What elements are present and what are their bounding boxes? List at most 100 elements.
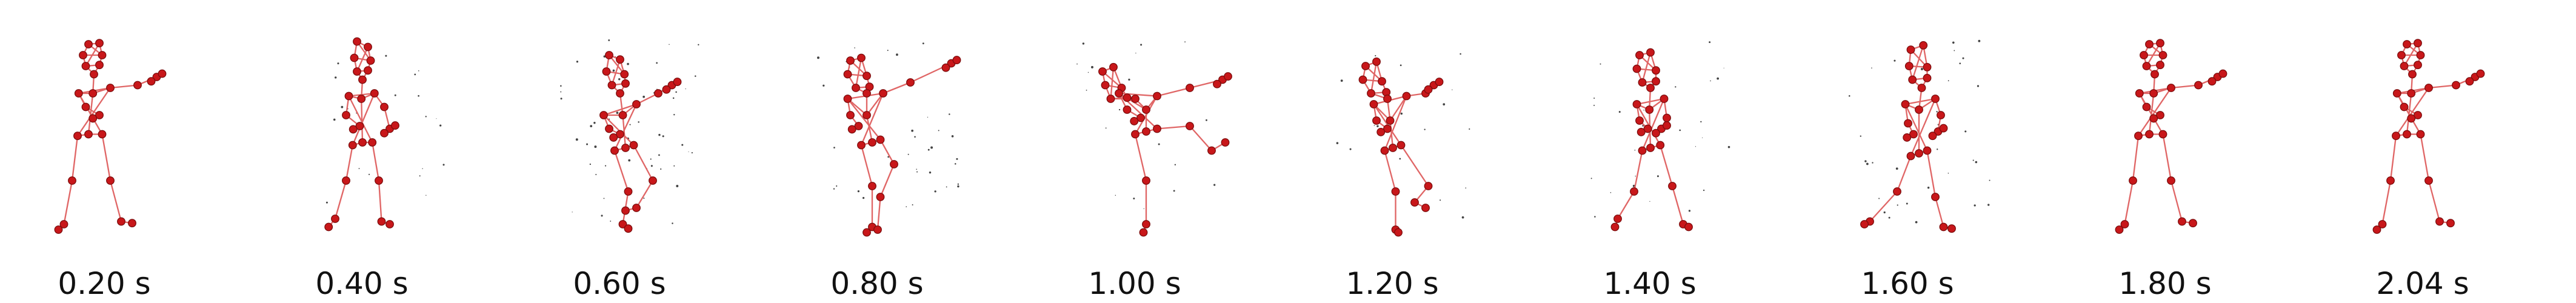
noise-speck	[1593, 98, 1595, 99]
joint-lsh	[843, 95, 852, 103]
noise-speck	[616, 112, 619, 115]
joint-head-5	[1923, 73, 1932, 82]
joint-head-1	[364, 42, 372, 52]
noise-speck	[656, 62, 658, 64]
joint-rft	[385, 220, 394, 228]
joint-head-1	[1646, 48, 1655, 57]
joint-lkn	[342, 176, 350, 185]
bone-rsh-rel	[109, 84, 139, 89]
joint-lan	[331, 215, 339, 223]
joint-head-2	[843, 70, 852, 79]
bone-rhip-rkn	[879, 139, 895, 165]
joint-head-2	[1101, 81, 1110, 90]
bone-chest-rsh	[866, 92, 884, 116]
joint-head-2	[350, 53, 359, 62]
frame-4	[817, 42, 961, 237]
joint-head-3	[1652, 66, 1660, 75]
joint-ran	[1207, 146, 1216, 155]
noise-speck	[1184, 41, 1186, 43]
noise-speck	[660, 168, 662, 170]
head-link	[1641, 52, 1652, 84]
joint-hand-0	[2149, 114, 2158, 123]
noise-speck	[325, 201, 328, 204]
head-link	[2146, 42, 2161, 67]
noise-speck	[1895, 167, 1898, 170]
noise-speck	[957, 183, 959, 185]
joint-hip	[1389, 144, 1397, 152]
joint-neck	[90, 70, 98, 79]
joint-neck	[1383, 95, 1392, 103]
joint-hand-2	[2465, 77, 2474, 86]
noise-speck	[590, 125, 593, 127]
noise-speck	[1866, 162, 1869, 165]
noise-speck	[1915, 221, 1918, 224]
joint-lwr	[1643, 124, 1652, 133]
joint-hand-0	[847, 125, 856, 134]
noise-speck	[642, 95, 646, 98]
noise-speck	[1978, 39, 1981, 42]
joint-head-2	[2140, 51, 2148, 59]
joint-head-5	[364, 66, 372, 75]
noise-speck	[414, 73, 416, 76]
noise-speck	[337, 62, 339, 65]
joint-head-5	[2414, 61, 2422, 70]
joint-lwr	[1383, 124, 1392, 133]
joint-head-0	[1635, 51, 1644, 59]
head-link	[356, 46, 369, 73]
joint-lan	[1613, 215, 1622, 223]
noise-speck	[1871, 67, 1872, 68]
noise-speck	[1860, 135, 1861, 137]
joint-head-0	[1906, 45, 1915, 54]
noise-speck	[1465, 187, 1467, 189]
joint-rhip	[1923, 146, 1932, 155]
joint-lwr	[1909, 130, 1918, 139]
joint-hand-2	[2207, 77, 2217, 86]
joint-lsh	[74, 89, 83, 98]
noise-speck	[1959, 62, 1961, 65]
bone-lsh-rsh	[602, 103, 638, 116]
joint-hand-0	[88, 114, 98, 123]
noise-speck	[629, 124, 631, 125]
noise-speck	[946, 186, 947, 188]
bone-rhip-lsh	[1904, 103, 1928, 152]
joint-hand-1	[952, 56, 961, 65]
noise-speck	[1133, 198, 1135, 200]
joint-lhip	[73, 132, 82, 141]
noise-speck	[1118, 108, 1121, 111]
joint-chest	[1915, 105, 1923, 114]
noise-speck	[934, 190, 936, 193]
joint-head-3	[1378, 77, 1386, 86]
noise-speck	[1688, 210, 1691, 212]
joint-lkn	[868, 182, 876, 190]
noise-speck	[418, 95, 419, 97]
joint-lwr	[1136, 113, 1145, 122]
noise-speck	[1594, 216, 1596, 218]
bone-lhip-lkn	[71, 135, 79, 182]
noise-speck	[1848, 95, 1850, 97]
noise-speck	[1883, 211, 1886, 214]
joint-rel	[2194, 81, 2203, 90]
joint-lft	[1394, 228, 1403, 237]
frame-time-label: 1.00 s	[1088, 266, 1181, 301]
joint-lsh	[1115, 89, 1123, 98]
noise-speck	[341, 105, 344, 108]
joint-rft	[1947, 224, 1956, 233]
joint-neck	[1131, 95, 1140, 103]
joint-hand-2	[1213, 79, 1221, 88]
bone-rhip-rkn	[2162, 133, 2172, 182]
bone-lkn-lan	[334, 179, 347, 220]
bone-rhip-rkn	[101, 133, 112, 182]
frame-7	[1590, 41, 1730, 231]
bone-rhip-rkn	[372, 141, 380, 182]
noise-speck	[425, 195, 427, 196]
noise-speck	[681, 144, 684, 146]
noise-speck	[916, 168, 917, 170]
joint-lft	[2372, 225, 2381, 234]
joint-neck	[1917, 84, 1926, 92]
joint-head-4	[1638, 78, 1647, 87]
joint-rsh	[1931, 95, 1940, 103]
joint-rkn	[1424, 182, 1433, 190]
joint-head-4	[353, 67, 361, 76]
noise-speck	[1115, 195, 1116, 196]
joint-hip	[621, 144, 630, 152]
